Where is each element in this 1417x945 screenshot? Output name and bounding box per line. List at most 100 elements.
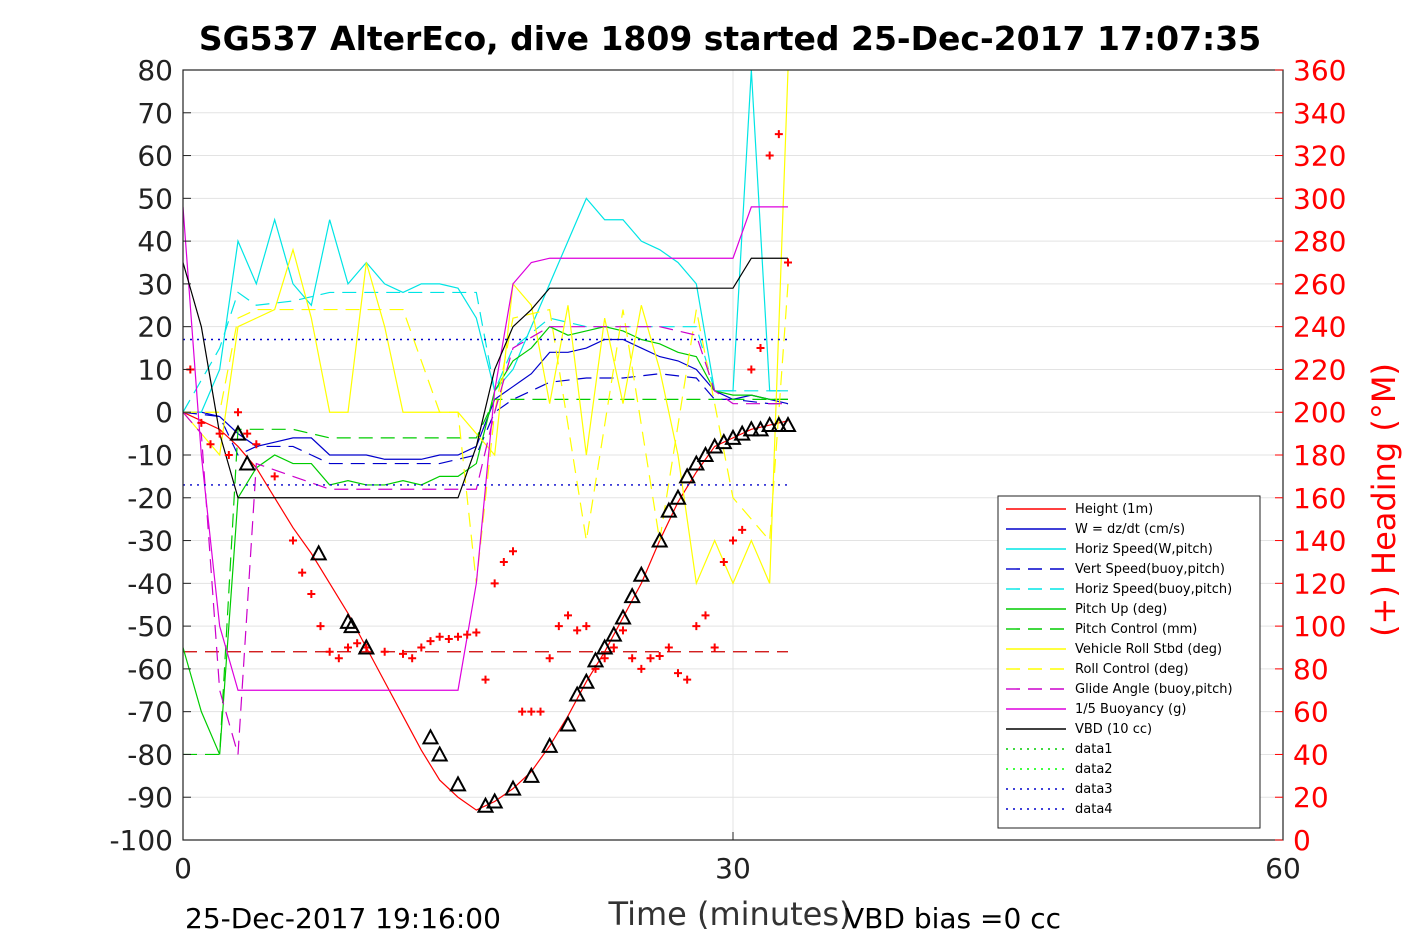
heading-point: [683, 675, 692, 684]
y-tick-label: -10: [127, 439, 173, 472]
y-tick-label: -30: [127, 525, 173, 558]
series-1-5-buoyancy-g: [183, 206, 788, 691]
y2-tick-label: 40: [1293, 738, 1329, 771]
depth-marker: [678, 467, 696, 484]
heading-point: [637, 664, 646, 673]
heading-point: [344, 643, 352, 652]
y-tick-label: -50: [127, 610, 173, 643]
legend: Height (1m) W = dz/dt (cm/s) Horiz Speed(W…: [997, 495, 1261, 829]
heading-point: [243, 429, 252, 438]
legend-entry: Vehicle Roll Stbd (deg): [1075, 642, 1222, 657]
footer-timestamp: 25-Dec-2017 19:16:00: [185, 902, 501, 935]
heading-point: [435, 632, 444, 641]
heading-point: [536, 707, 545, 716]
y-tick-label: 30: [137, 268, 173, 301]
heading-point: [774, 130, 783, 139]
series-pitch-control-mm: [183, 398, 788, 756]
legend-entry: Glide Angle (buoy,pitch): [1075, 682, 1233, 697]
legend-box: [997, 495, 1261, 829]
depth-marker: [540, 736, 559, 753]
y-tick-label: -40: [127, 567, 173, 600]
depth-marker: [660, 501, 678, 518]
heading-point: [646, 654, 655, 663]
depth-marker: [696, 445, 715, 462]
legend-entry: data4: [1075, 802, 1113, 817]
heading-point: [719, 557, 728, 566]
heading-point: [334, 654, 343, 663]
heading-point: [747, 365, 756, 374]
heading-point: [234, 408, 242, 417]
y2-axis-label: (+) Heading (°M): [1365, 363, 1403, 637]
heading-point: [481, 675, 490, 684]
series-glide-angle-buoy-pitch: [183, 326, 788, 755]
depth-marker: [760, 415, 779, 433]
series-vbd-10-cc: [183, 257, 788, 499]
heading-point: [270, 472, 279, 481]
legend-entry: data2: [1075, 762, 1113, 777]
y2-tick-label: 140: [1293, 525, 1346, 558]
heading-point: [674, 669, 682, 678]
heading-point: [600, 654, 609, 663]
heading-point: [756, 344, 765, 353]
depth-marker: [430, 745, 449, 762]
y2-tick-label: 260: [1293, 268, 1346, 301]
heading-point: [298, 568, 307, 577]
legend-entry: data3: [1075, 782, 1113, 797]
y-tick-label: 80: [137, 54, 173, 87]
heading-point: [499, 557, 508, 566]
depth-marker: [687, 454, 706, 471]
legend-entry: Roll Control (deg): [1075, 662, 1189, 677]
heading-point: [509, 547, 517, 556]
depth-marker: [669, 488, 687, 505]
heading-point: [518, 707, 527, 716]
depth-marker: [357, 638, 376, 655]
chart-title: SG537 AlterEco, dive 1809 started 25-Dec…: [199, 19, 1261, 58]
y-tick-label: -20: [127, 482, 173, 515]
x-tick-label: 30: [715, 852, 751, 885]
heading-point: [215, 429, 224, 438]
y2-tick-label: 0: [1293, 824, 1311, 857]
depth-marker: [742, 420, 761, 437]
y2-tick-label: 20: [1293, 781, 1329, 814]
heading-point: [408, 654, 417, 663]
y-tick-label: -60: [127, 653, 173, 686]
x-tick-label: 0: [174, 852, 192, 885]
heading-point: [784, 258, 792, 267]
depth-marker: [229, 424, 247, 441]
legend-entry: Height (1m): [1075, 502, 1153, 517]
y2-tick-label: 280: [1293, 225, 1346, 258]
series-vehicle-roll-stbd-deg: [183, 70, 789, 586]
heading-point: [454, 632, 462, 641]
heading-point: [463, 630, 472, 639]
heading-point: [628, 654, 637, 663]
heading-point: [490, 579, 499, 588]
y-tick-label: 10: [137, 353, 173, 386]
axes: 80706050403020100-10-20-30-40-50-60-70-8…: [109, 54, 1346, 885]
heading-point: [554, 622, 563, 631]
heading-point: [380, 647, 389, 656]
y-tick-label: -80: [127, 738, 173, 771]
heading-point: [289, 536, 297, 545]
depth-marker: [522, 766, 541, 783]
heading-point: [564, 611, 572, 620]
heading-point: [545, 654, 554, 663]
y2-tick-label: 360: [1293, 54, 1346, 87]
heading-point: [316, 622, 325, 631]
heading-point: [197, 418, 206, 427]
depth-marker: [577, 672, 596, 689]
heading-point: [655, 652, 664, 661]
heading-point: [701, 611, 710, 620]
legend-entry: 1/5 Buoyancy (g): [1075, 702, 1186, 717]
heading-point: [307, 590, 316, 599]
y2-tick-label: 200: [1293, 396, 1346, 429]
y2-tick-label: 220: [1293, 353, 1346, 386]
heading-point: [710, 643, 719, 652]
heading-point: [619, 626, 627, 635]
heading-point: [765, 151, 774, 160]
y2-tick-label: 320: [1293, 140, 1346, 173]
depth-marker: [342, 617, 361, 634]
y2-tick-label: 240: [1293, 311, 1346, 344]
legend-entry: Pitch Control (mm): [1075, 622, 1197, 637]
series-horiz-speed-buoy-pitch: [183, 291, 788, 413]
